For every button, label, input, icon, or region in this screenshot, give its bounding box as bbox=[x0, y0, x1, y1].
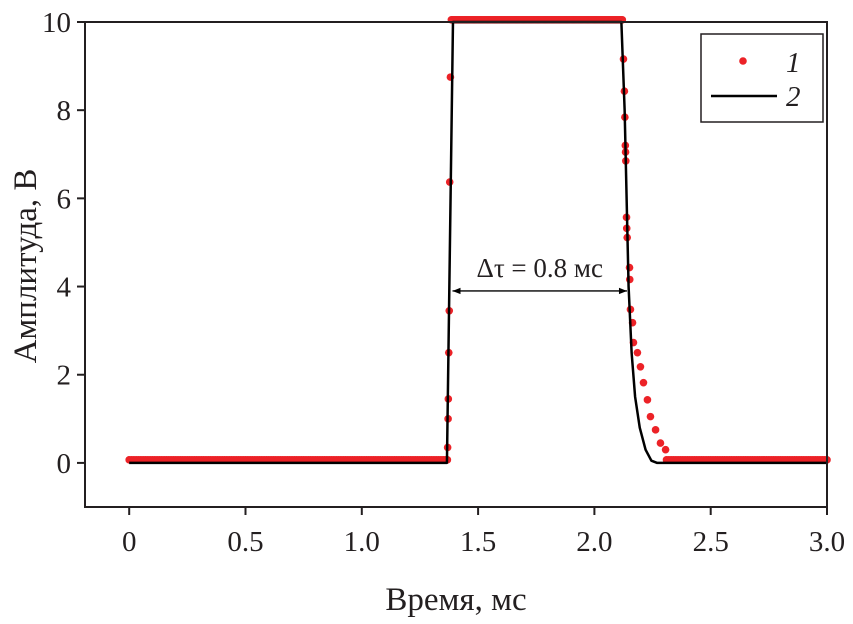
legend-label-1: 1 bbox=[786, 47, 801, 79]
x-tick-label: 2.5 bbox=[693, 526, 729, 558]
plot-frame bbox=[84, 21, 828, 508]
data-point bbox=[656, 439, 665, 447]
x-tick-label: 3.0 bbox=[809, 526, 845, 558]
annotation-label: Δτ = 0.8 мс bbox=[476, 253, 603, 283]
y-tick-label: 10 bbox=[42, 7, 71, 39]
data-point bbox=[625, 275, 634, 284]
x-tick-label: 0.5 bbox=[227, 526, 263, 558]
y-tick-label: 2 bbox=[57, 360, 72, 392]
x-tick-label: 0 bbox=[122, 526, 137, 558]
legend-label-2: 2 bbox=[786, 81, 801, 113]
y-tick-label: 8 bbox=[57, 95, 72, 127]
x-tick-label: 1.5 bbox=[460, 526, 496, 558]
data-point bbox=[639, 378, 648, 387]
y-tick-label: 4 bbox=[57, 272, 72, 304]
x-tick-label: 1.0 bbox=[344, 526, 380, 558]
legend: 1 2 bbox=[700, 33, 824, 123]
y-tick-label: 6 bbox=[57, 183, 72, 215]
data-point bbox=[643, 396, 652, 404]
y-axis-title: Амплитуда, В bbox=[8, 169, 44, 364]
x-tick-label: 2.0 bbox=[576, 526, 612, 558]
x-axis-title: Время, мс bbox=[385, 582, 526, 618]
legend-marker-1 bbox=[739, 57, 747, 65]
annotation: Δτ = 0.8 мс bbox=[452, 253, 627, 295]
data-point bbox=[661, 445, 670, 454]
axis-ticks: 0 0.5 1.0 1.5 2.0 2.5 3.0 0 2 4 6 8 10 bbox=[42, 7, 845, 558]
data-point bbox=[646, 412, 655, 421]
data-point bbox=[651, 426, 660, 434]
y-tick-label: 0 bbox=[57, 448, 72, 480]
legend-box bbox=[700, 33, 824, 123]
data-point bbox=[633, 348, 642, 357]
data-point bbox=[636, 362, 645, 371]
